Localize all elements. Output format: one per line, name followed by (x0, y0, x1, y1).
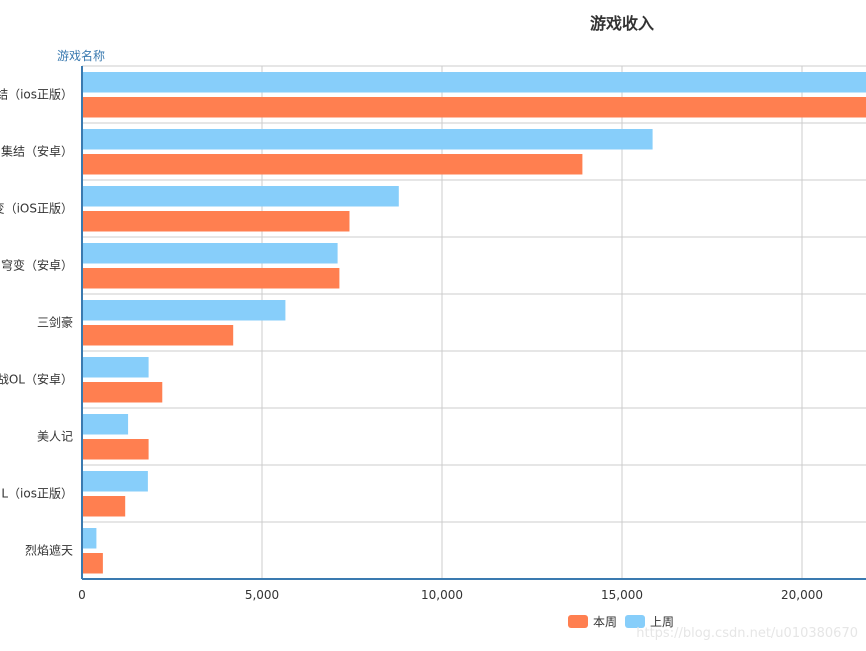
bar-last-week (83, 414, 129, 435)
bar-last-week (83, 471, 148, 492)
x-tick-label: 5,000 (245, 588, 279, 602)
y-tick-label: 穹变（安卓） (1, 258, 73, 273)
y-axis-title: 游戏名称 (57, 49, 106, 63)
y-tick-label: 烈焰遮天 (25, 543, 73, 558)
legend-label-this-week: 本周 (593, 615, 618, 629)
bar-this-week (83, 268, 340, 289)
bar-last-week (83, 528, 97, 549)
y-tick-label: 三剑豪 (37, 315, 73, 330)
bar-last-week (83, 357, 149, 378)
x-tick-label: 15,000 (601, 588, 643, 602)
bar-this-week (83, 439, 149, 460)
watermark-text: https://blog.csdn.net/u010380670 (636, 626, 858, 641)
y-tick-label: 变（iOS正版） (0, 201, 73, 216)
legend-swatch-this-week (568, 615, 588, 628)
bar-this-week (83, 382, 163, 403)
y-tick-label: 美人记 (37, 430, 73, 444)
x-tick-label: 0 (78, 588, 86, 602)
bar-last-week (83, 72, 866, 93)
x-tick-label: 20,000 (781, 588, 823, 602)
bar-this-week (83, 496, 126, 517)
legend: 本周 上周 (568, 613, 682, 630)
y-tick-label: 结（ios正版） (0, 88, 73, 102)
bar-this-week (83, 154, 583, 175)
y-tick-label: 战OL（安卓） (0, 372, 73, 387)
bar-this-week (83, 97, 866, 118)
bar-last-week (83, 186, 399, 207)
bar-last-week (83, 300, 286, 321)
x-tick-label: 10,000 (421, 588, 463, 602)
legend-swatch-last-week (625, 615, 646, 628)
bar-last-week (83, 243, 338, 264)
bar-last-week (83, 129, 653, 150)
bar-this-week (83, 211, 350, 232)
y-tick-label: 集结（安卓） (1, 144, 73, 159)
bar-this-week (83, 553, 103, 574)
legend-label-last-week: 上周 (650, 615, 675, 629)
legend-item-last-week[interactable]: 上周 (625, 613, 674, 630)
legend-item-this-week[interactable]: 本周 (568, 613, 617, 630)
chart-title: 游戏收入 (589, 14, 654, 33)
y-tick-label: L（ios正版） (1, 487, 73, 501)
bar-this-week (83, 325, 234, 346)
